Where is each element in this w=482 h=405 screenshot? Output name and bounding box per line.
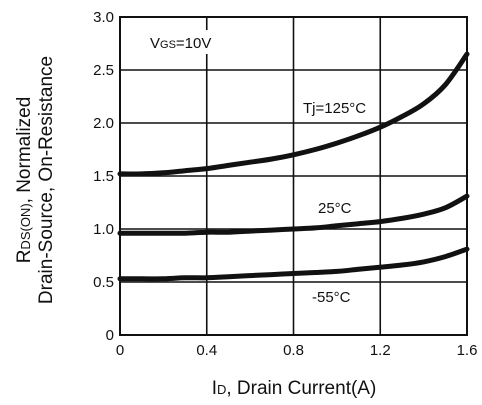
curve-label-25c: 25°C (318, 200, 352, 217)
y-tick-label: 2.5 (93, 62, 114, 79)
condition-label: VGS=10V (150, 35, 211, 52)
x-tick-label: 1.6 (457, 342, 478, 359)
series-line-1 (117, 193, 470, 236)
curve-label-minus55c: -55°C (312, 289, 351, 306)
tick-labels: 0 0.4 0.8 1.2 1.6 0 0.5 1.0 1.5 2.0 2.5 3.0 (93, 9, 477, 359)
series-line-2 (117, 246, 470, 282)
y-tick-label: 3.0 (93, 9, 114, 26)
y-tick-label: 0.5 (93, 274, 114, 291)
grid-lines (120, 17, 467, 335)
y-axis-title-line2: Drain-Source, On-Resistance (36, 56, 57, 304)
curves-layer (117, 51, 470, 282)
y-tick-label: 2.0 (93, 115, 114, 132)
curve-label-125c: Tj=125°C (303, 100, 366, 117)
series-line-0 (117, 51, 470, 177)
x-tick-label: 0.4 (196, 342, 217, 359)
y-tick-label: 1.0 (93, 221, 114, 238)
y-tick-label: 0 (106, 327, 114, 344)
x-tick-label: 0 (116, 342, 124, 359)
plot-frame (119, 16, 468, 336)
x-axis-title: ID, Drain Current(A) (212, 378, 377, 399)
y-axis-title-line1: RDS(ON), Normalized (14, 97, 35, 264)
x-tick-label: 0.8 (283, 342, 304, 359)
condition-box (138, 30, 230, 54)
y-tick-label: 1.5 (93, 168, 114, 185)
x-tick-label: 1.2 (370, 342, 391, 359)
